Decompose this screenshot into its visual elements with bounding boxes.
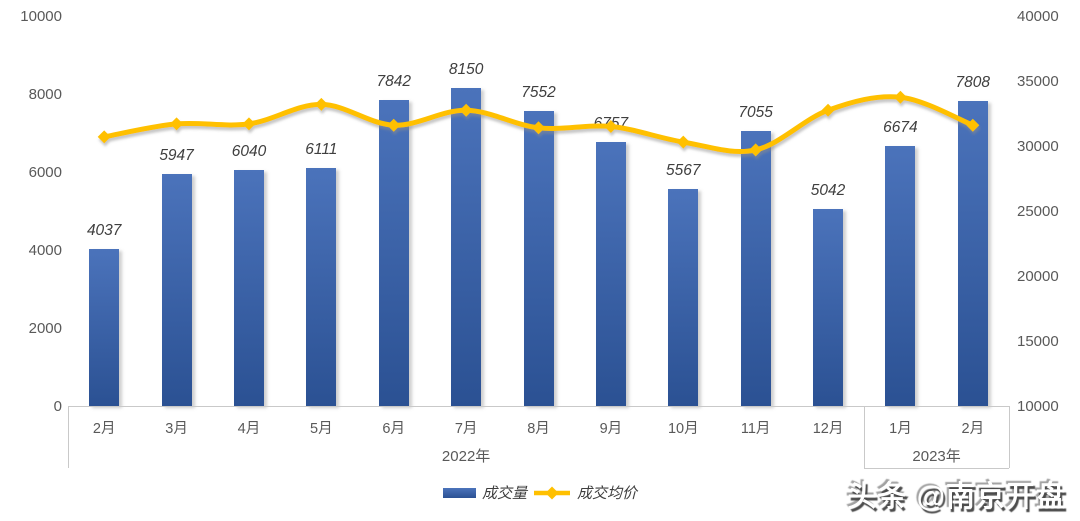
- month-label: 10月: [667, 421, 699, 437]
- category-group-tick: [68, 406, 69, 468]
- bar-12月: [813, 209, 844, 406]
- bar-data-label: 6757: [593, 115, 629, 133]
- bar-data-label: 4037: [86, 221, 122, 239]
- x-axis-baseline: [68, 406, 1009, 407]
- month-label: 3月: [165, 421, 188, 437]
- legend: 成交量 成交均价: [0, 482, 1080, 503]
- watermark: 头条 @南京开盘: [847, 481, 1066, 513]
- right-axis-tick: 25000: [1017, 202, 1059, 220]
- year-group-label: 2023年: [912, 448, 961, 465]
- bar-2月: [89, 248, 120, 406]
- bar-data-label: 6674: [883, 118, 918, 136]
- bar-7月: [451, 88, 482, 406]
- bar-data-label: 6111: [305, 140, 338, 158]
- bar-data-label: 6040: [231, 143, 267, 161]
- month-label: 4月: [237, 421, 261, 437]
- category-group-tick: [1009, 406, 1010, 468]
- line-series-legend-label: 成交均价: [577, 485, 638, 502]
- right-axis-tick: 30000: [1017, 137, 1059, 155]
- left-axis-tick: 0: [53, 397, 62, 415]
- price-line-marker-icon: [314, 97, 328, 111]
- price-line-marker-icon: [893, 90, 907, 104]
- month-label: 9月: [599, 421, 623, 437]
- bar-6月: [378, 100, 409, 406]
- bar-5月: [306, 167, 337, 406]
- right-axis-tick: 20000: [1017, 267, 1059, 285]
- left-axis-tick: 8000: [28, 85, 62, 103]
- bar-data-label: 7055: [738, 103, 773, 121]
- right-axis-tick: 10000: [1017, 397, 1059, 415]
- price-line-marker-icon: [676, 135, 690, 149]
- month-label: 6月: [382, 421, 405, 437]
- month-label: 5月: [310, 421, 333, 437]
- left-axis-tick: 4000: [28, 241, 62, 259]
- month-label: 2月: [961, 421, 985, 437]
- month-label: 7月: [454, 421, 478, 437]
- line-series-swatch-icon: [534, 486, 570, 499]
- bar-data-label: 5947: [159, 147, 194, 165]
- bar-8月: [523, 111, 554, 406]
- bar-2月: [957, 101, 988, 406]
- left-axis-tick: 6000: [28, 163, 62, 181]
- price-line-marker-icon: [97, 130, 111, 144]
- bar-9月: [595, 142, 626, 406]
- right-axis-tick: 40000: [1017, 7, 1059, 25]
- bar-data-label: 5042: [810, 182, 846, 200]
- bar-11月: [740, 130, 771, 406]
- year-group-label: 2022年: [441, 448, 491, 465]
- price-line-marker-icon: [170, 117, 184, 131]
- bar-data-label: 7808: [955, 74, 991, 92]
- bar-10月: [668, 188, 699, 406]
- bar-data-label: 7842: [376, 73, 411, 91]
- bar-data-label: 5567: [666, 161, 701, 179]
- right-axis-tick: 35000: [1017, 72, 1059, 90]
- month-label: 2月: [92, 421, 116, 437]
- bar-series-legend-label: 成交量: [481, 485, 527, 502]
- bar-3月: [161, 174, 192, 406]
- bar-1月: [885, 145, 916, 406]
- category-group-bottom-border: [864, 467, 1009, 469]
- price-line-marker-icon: [821, 103, 835, 117]
- month-label: 11月: [740, 421, 771, 437]
- bar-series-swatch-icon: [442, 487, 476, 498]
- bar-data-label: 8150: [448, 61, 484, 79]
- price-line-marker-icon: [242, 117, 256, 131]
- right-axis-tick: 15000: [1017, 332, 1059, 350]
- bar-4月: [233, 170, 264, 406]
- category-group-tick: [864, 406, 866, 468]
- left-axis-tick: 10000: [20, 7, 62, 25]
- month-label: 1月: [889, 421, 912, 437]
- left-axis-tick: 2000: [28, 319, 62, 337]
- month-label: 8月: [527, 421, 550, 437]
- month-label: 12月: [812, 421, 844, 437]
- bar-data-label: 7552: [521, 84, 556, 102]
